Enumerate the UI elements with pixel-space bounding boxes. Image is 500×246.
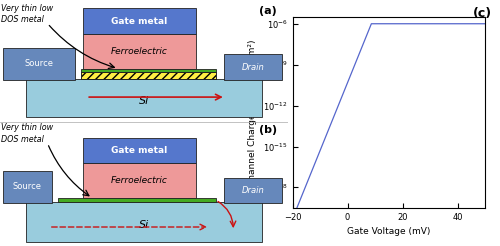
Text: Source: Source — [13, 182, 42, 191]
Text: Source: Source — [24, 59, 54, 68]
Text: Drain: Drain — [242, 186, 264, 195]
Bar — [28, 203, 260, 241]
Text: Si: Si — [138, 220, 149, 231]
Bar — [58, 198, 216, 202]
X-axis label: Gate Voltage (mV): Gate Voltage (mV) — [347, 227, 430, 236]
Bar — [84, 8, 196, 34]
Bar — [224, 178, 282, 203]
Bar — [84, 138, 196, 163]
Text: Gate metal: Gate metal — [112, 146, 168, 155]
Text: Very thin low
DOS metal: Very thin low DOS metal — [2, 123, 54, 144]
Text: Si: Si — [138, 96, 149, 106]
Bar — [26, 202, 262, 242]
Bar — [84, 34, 196, 69]
Text: (b): (b) — [259, 125, 277, 135]
Bar — [80, 72, 216, 79]
Text: Gate metal: Gate metal — [112, 17, 168, 26]
Text: Very thin low
DOS metal: Very thin low DOS metal — [2, 4, 54, 24]
Bar — [28, 80, 260, 116]
Text: (c): (c) — [474, 7, 492, 20]
Bar — [80, 72, 216, 79]
Bar — [26, 79, 262, 117]
Bar — [224, 54, 282, 80]
Text: (a): (a) — [259, 6, 276, 16]
Y-axis label: Channel Charge Density (C/cm²): Channel Charge Density (C/cm²) — [248, 39, 258, 186]
Text: Ferroelectric: Ferroelectric — [111, 176, 168, 185]
Bar — [3, 47, 75, 80]
Bar — [80, 69, 216, 72]
Text: Ferroelectric: Ferroelectric — [111, 47, 168, 56]
Bar — [80, 72, 216, 79]
Text: Drain: Drain — [242, 63, 264, 72]
Bar — [3, 171, 52, 203]
Bar — [84, 163, 196, 198]
